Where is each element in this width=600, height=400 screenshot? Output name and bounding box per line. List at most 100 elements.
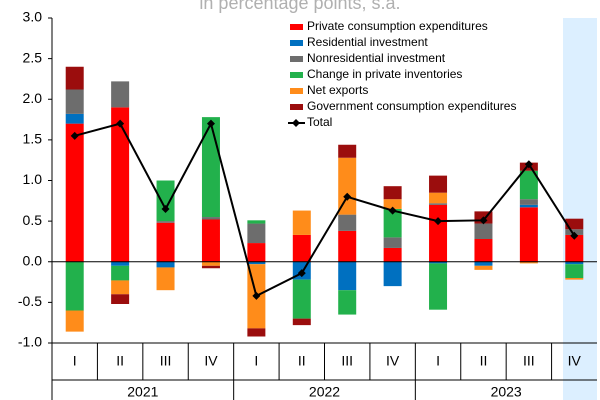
bar-segment <box>383 199 402 209</box>
bar-segment <box>65 310 84 332</box>
bar-segment <box>65 89 84 114</box>
bar-segment <box>519 207 538 262</box>
bar-segment <box>474 223 493 239</box>
bar-segment <box>247 220 266 224</box>
x-tick-label: II <box>480 353 488 369</box>
bar-segment <box>201 217 220 220</box>
bar-segment <box>111 107 130 262</box>
total-marker <box>343 192 352 201</box>
y-tick-label: 2.0 <box>23 90 43 106</box>
x-tick-label: I <box>254 353 258 369</box>
bar-segment <box>519 261 538 264</box>
legend-label: Residential investment <box>307 35 428 49</box>
chart-subtitle: in percentage points, s.a. <box>199 0 400 13</box>
legend-swatch <box>290 56 303 62</box>
bar-segment <box>292 318 311 326</box>
bar-segment <box>338 261 357 291</box>
total-marker <box>252 291 261 300</box>
legend-swatch <box>290 104 303 110</box>
bar-segment <box>65 113 84 124</box>
bar-segment <box>338 157 357 215</box>
x-tick-label: I <box>436 353 440 369</box>
bar-segment <box>156 267 175 291</box>
total-marker <box>206 119 215 128</box>
total-marker <box>116 119 125 128</box>
bar-segment <box>474 261 493 266</box>
bar-segment <box>338 230 357 262</box>
bar-segment <box>65 261 84 311</box>
bar-segment <box>111 261 130 266</box>
bar-segment <box>383 237 402 248</box>
total-marker <box>524 160 533 169</box>
bar-segment <box>201 261 220 266</box>
y-tick-label: 1.5 <box>23 131 43 147</box>
bar-segment <box>292 234 311 262</box>
year-label: 2022 <box>309 384 340 400</box>
legend-swatch <box>290 40 303 46</box>
total-marker <box>297 269 306 278</box>
bar-segment <box>247 223 266 244</box>
y-tick-label: 3.0 <box>23 9 43 25</box>
bar-segment <box>247 243 266 262</box>
bar-segment <box>201 117 220 218</box>
bar-segment <box>156 221 175 223</box>
total-marker <box>570 231 579 240</box>
total-marker <box>161 204 170 213</box>
y-tick-label: 0.5 <box>23 212 43 228</box>
bar-segment <box>201 219 220 262</box>
bar-segment <box>338 144 357 158</box>
bar-segment <box>111 81 130 108</box>
y-tick-label: 1.0 <box>23 171 43 187</box>
y-tick-label: 2.5 <box>23 49 43 65</box>
x-tick-label: II <box>116 353 124 369</box>
x-tick-label: III <box>160 353 172 369</box>
legend-swatch <box>290 72 303 78</box>
x-tick-label: III <box>523 353 535 369</box>
total-line <box>74 120 576 298</box>
bar-segment <box>383 261 402 287</box>
bar-segment <box>519 204 538 208</box>
bar-segment <box>338 214 357 231</box>
x-tick-label: II <box>298 353 306 369</box>
legend-label: Total <box>307 115 332 129</box>
legend-marker <box>292 119 300 127</box>
bar-segment <box>429 192 448 204</box>
y-tick-label: -0.5 <box>18 293 42 309</box>
bar-segment <box>474 239 493 262</box>
year-label: 2021 <box>127 384 158 400</box>
bar-segment <box>429 263 448 310</box>
bar-segment <box>156 261 175 268</box>
bar-segment <box>565 261 584 265</box>
bar-segment <box>565 218 584 230</box>
legend-label: Net exports <box>307 83 368 97</box>
bar-segment <box>111 265 130 281</box>
bar-segment <box>65 66 84 90</box>
bar-segment <box>247 328 266 337</box>
y-tick-label: 0.0 <box>23 252 43 268</box>
bar-segment <box>292 279 311 319</box>
total-marker <box>388 206 397 215</box>
x-tick-label: III <box>341 353 353 369</box>
legend-label: Private consumption expenditures <box>307 19 488 33</box>
bar-segment <box>156 180 175 222</box>
year-label: 2023 <box>491 384 522 400</box>
x-tick-label: IV <box>386 353 400 369</box>
bar-segment <box>383 186 402 200</box>
legend-label: Government consumption expenditures <box>307 99 516 113</box>
bar-segment <box>65 123 84 262</box>
x-tick-label: I <box>73 353 77 369</box>
bar-segment <box>565 278 584 280</box>
bar-segment <box>247 261 266 265</box>
bar-segment <box>201 265 220 269</box>
bar-segment <box>474 265 493 270</box>
legend-swatch <box>290 88 303 94</box>
bar-segment <box>111 294 130 304</box>
bar-segment <box>519 170 538 200</box>
bar-segment <box>338 290 357 315</box>
highlight-band <box>563 18 597 400</box>
bar-segment <box>429 261 448 264</box>
bar-segment <box>565 264 584 278</box>
total-marker <box>479 216 488 225</box>
bar-segment <box>292 210 311 235</box>
